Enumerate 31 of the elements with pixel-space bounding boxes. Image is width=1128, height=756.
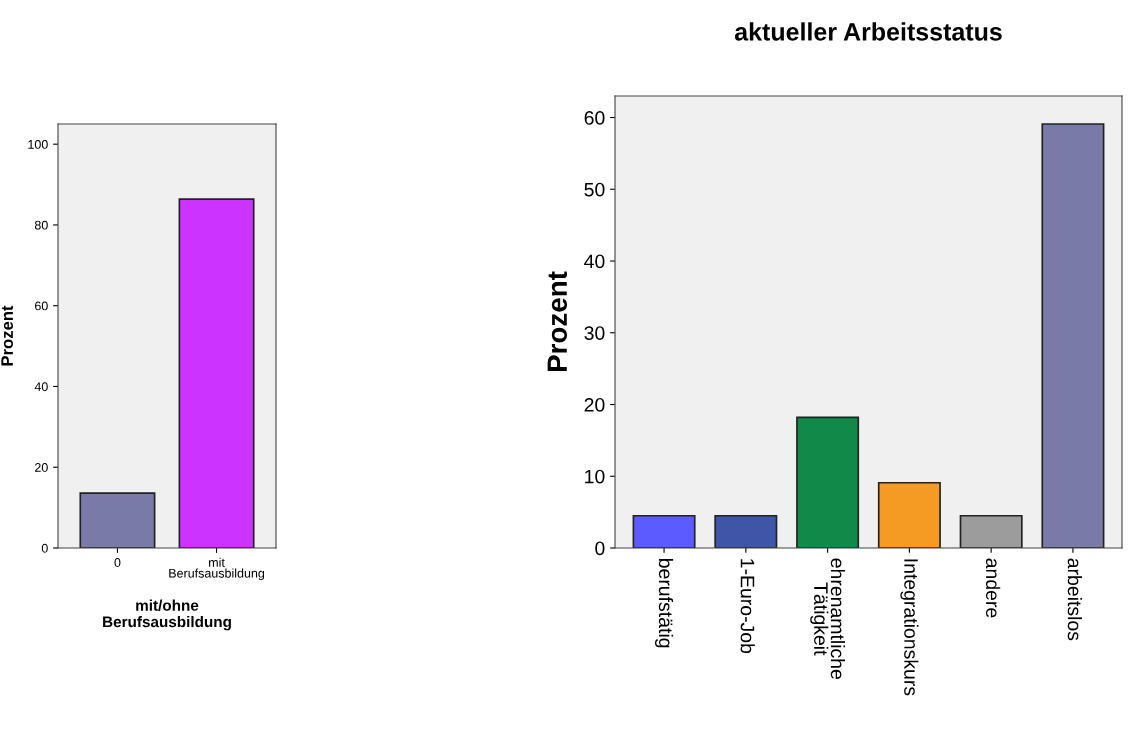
y-tick-label: 40 — [34, 382, 48, 392]
y-tick-label: 40 — [584, 254, 605, 269]
y-tick-label: 20 — [584, 397, 605, 412]
x-axis-title: mit/ohne Berufsausbildung — [103, 599, 231, 631]
bar — [1041, 123, 1105, 548]
x-tick-label: Integrationskurs — [900, 559, 919, 696]
y-tick-label: 80 — [34, 220, 48, 230]
bar — [877, 481, 941, 548]
y-tick-label: 30 — [584, 326, 605, 340]
x-tick-label: ehrenamtliche Tätigkeit — [810, 558, 846, 679]
y-axis-title: Prozent — [1, 305, 14, 366]
y-tick-label: 0 — [41, 543, 48, 553]
y-tick-label: 0 — [595, 541, 605, 556]
bar — [796, 416, 860, 548]
x-tick-label: 1-Euro-Job — [740, 559, 755, 654]
y-tick-label: 10 — [585, 469, 605, 484]
bar — [959, 514, 1023, 548]
x-tick-label: mit Berufsausbildung — [169, 557, 265, 581]
bar — [632, 514, 696, 548]
x-tick-label: berufstätig — [655, 558, 674, 648]
y-tick-label: 100 — [28, 139, 48, 149]
y-tick-label: 50 — [584, 182, 605, 197]
x-tick-label: 0 — [114, 558, 121, 567]
x-tick-label: andere — [985, 558, 1001, 618]
bar — [714, 514, 778, 548]
y-axis-title: Prozent — [547, 271, 568, 372]
x-tick-label: arbeitslos — [1067, 558, 1082, 641]
y-tick-label: 60 — [35, 301, 48, 311]
chart-title: aktueller Arbeitsstatus — [734, 22, 1002, 41]
y-tick-label: 60 — [584, 110, 605, 125]
y-tick-label: 20 — [35, 463, 48, 472]
